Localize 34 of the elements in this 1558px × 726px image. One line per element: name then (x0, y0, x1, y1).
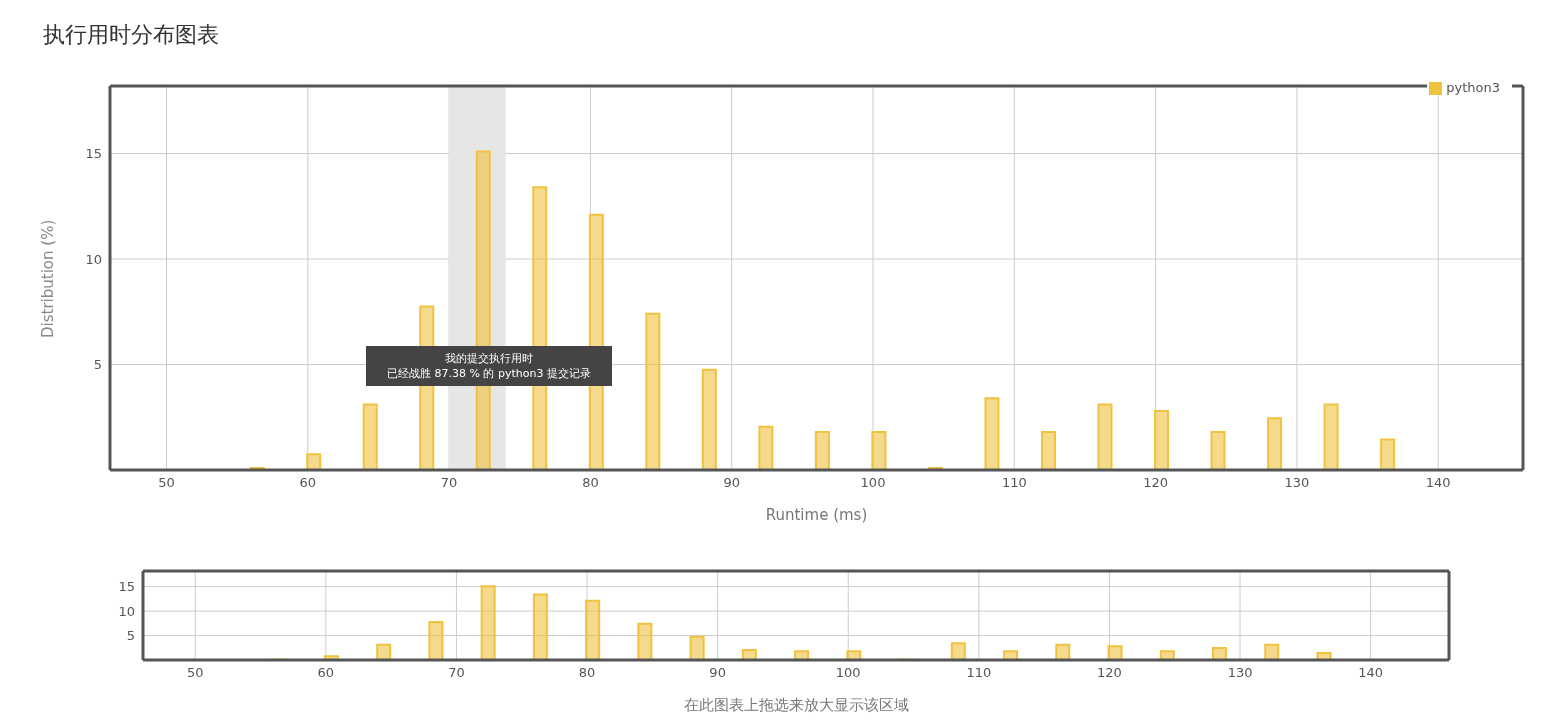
x-tick-label: 90 (709, 665, 726, 681)
y-tick-label: 10 (118, 603, 135, 619)
x-tick-label: 110 (1001, 475, 1027, 491)
chart-title: 执行用时分布图表 (43, 21, 220, 49)
x-tick-label: 120 (1097, 665, 1122, 681)
x-tick-label: 60 (317, 665, 335, 681)
x-tick-label: 130 (1227, 665, 1253, 681)
x-tick-label: 120 (1143, 475, 1169, 491)
annotation: 我的提交执行用时 (444, 351, 534, 366)
x-tick-label: 110 (966, 665, 992, 681)
tooltip-box: 我的提交执行用时 已经战胜 87.38 % 的 python3 提交记录 (366, 346, 612, 386)
y-axis-title: Distribution (%) (39, 219, 58, 338)
x-axis-title: Runtime (ms) (765, 506, 868, 524)
x-tick-label: 50 (186, 665, 204, 681)
x-tick-label: 70 (448, 665, 465, 681)
y-tick-label: 5 (93, 357, 102, 373)
x-tick-label: 90 (723, 475, 740, 491)
x-tick-label: 140 (1358, 665, 1384, 681)
legend-label: python3 (1446, 80, 1500, 95)
y-tick-label: 15 (85, 146, 102, 162)
y-tick-label: 15 (118, 579, 135, 595)
annotation: 已经战胜 87.38 % 的 python3 提交记录 (386, 366, 592, 381)
x-axis-title: 在此图表上拖选来放大显示该区域 (683, 696, 909, 714)
x-tick-label: 60 (299, 475, 317, 491)
x-tick-label: 80 (582, 475, 599, 491)
x-tick-label: 100 (860, 475, 886, 491)
y-tick-label: 5 (126, 628, 135, 644)
x-tick-label: 140 (1425, 475, 1451, 491)
x-tick-label: 80 (578, 665, 596, 681)
x-tick-label: 100 (835, 665, 861, 681)
x-tick-label: 130 (1284, 475, 1310, 491)
x-tick-label: 50 (158, 475, 175, 491)
x-tick-label: 70 (440, 475, 458, 491)
y-tick-label: 10 (85, 251, 102, 267)
